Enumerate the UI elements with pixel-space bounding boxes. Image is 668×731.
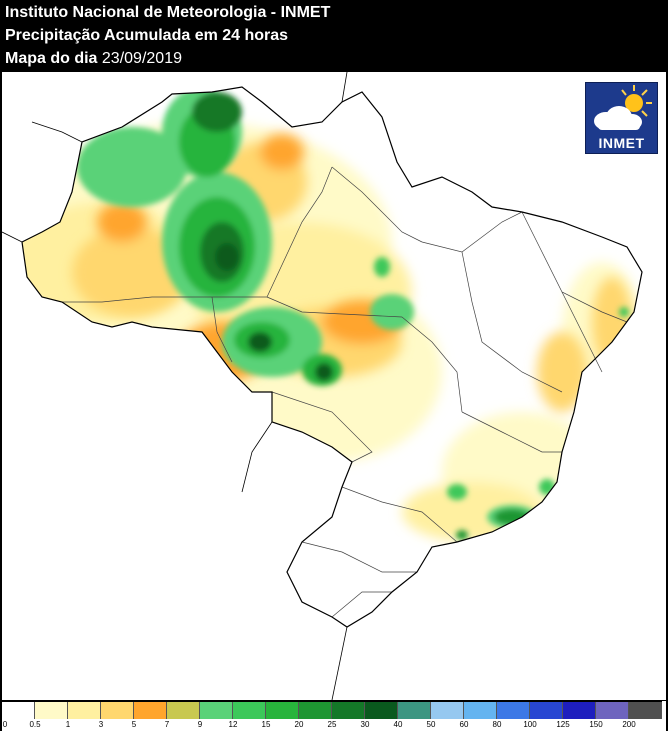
brazil-map-svg <box>1 71 643 701</box>
legend-swatch <box>431 702 464 719</box>
legend-tick-label: 100 <box>523 720 537 729</box>
legend-tick-label: 15 <box>261 720 271 729</box>
precipitation-map <box>1 71 666 701</box>
date-label: Mapa do dia <box>5 50 98 67</box>
legend-swatch <box>167 702 200 719</box>
state-borders <box>62 166 628 618</box>
legend-swatch <box>497 702 530 719</box>
legend-swatch <box>2 702 35 719</box>
legend-ticks: 0 0.5 1 3 5 7 9 12 15 20 25 30 40 50 60 80 100 125 150 200 <box>2 720 666 731</box>
legend-swatch <box>299 702 332 719</box>
legend-swatch <box>35 702 68 719</box>
legend-swatch <box>365 702 398 719</box>
legend-swatch <box>596 702 629 719</box>
legend-swatch <box>266 702 299 719</box>
legend-tick-label: 40 <box>393 720 403 729</box>
legend-tick-label: 1 <box>65 720 71 729</box>
legend-swatch <box>629 702 662 719</box>
legend-tick-label: 3 <box>98 720 104 729</box>
legend-swatch <box>68 702 101 719</box>
legend-tick-label: 20 <box>294 720 304 729</box>
date-value: 23/09/2019 <box>101 50 182 67</box>
legend-tick-label: 125 <box>556 720 570 729</box>
legend-color-bar <box>2 701 662 719</box>
legend-tick-label: 50 <box>426 720 436 729</box>
map-date-line: Mapa do dia 23/09/2019 <box>5 49 182 69</box>
legend-swatch <box>563 702 596 719</box>
product-title: Precipitação Acumulada em 24 horas <box>5 27 289 44</box>
legend-swatch <box>101 702 134 719</box>
brazil-outline <box>21 86 643 628</box>
legend-tick-label: 5 <box>131 720 137 729</box>
legend-tick-label: 60 <box>459 720 469 729</box>
legend-tick-label: 30 <box>360 720 370 729</box>
legend-tick-label: 9 <box>197 720 203 729</box>
legend-tick-label: 0 <box>2 720 8 729</box>
legend-swatch <box>233 702 266 719</box>
legend-swatch <box>464 702 497 719</box>
map-header: Instituto Nacional de Meteorologia - INM… <box>0 0 668 72</box>
legend-tick-label: 12 <box>228 720 238 729</box>
legend-tick-label: 7 <box>164 720 170 729</box>
legend-swatch <box>530 702 563 719</box>
precipitation-field <box>22 87 642 627</box>
inmet-logo: INMET <box>585 82 658 154</box>
legend-swatch <box>134 702 167 719</box>
legend-swatch <box>332 702 365 719</box>
legend-swatch <box>398 702 431 719</box>
institute-title: Instituto Nacional de Meteorologia - INM… <box>5 4 331 21</box>
logo-text: INMET <box>598 135 645 151</box>
legend-tick-label: 80 <box>492 720 502 729</box>
precipitation-legend: 0 0.5 1 3 5 7 9 12 15 20 25 30 40 50 60 80 100 125 150 200 <box>2 701 666 731</box>
legend-tick-label: 200 <box>622 720 636 729</box>
sun-cloud-icon <box>594 85 652 130</box>
legend-swatch <box>200 702 233 719</box>
legend-tick-label: 25 <box>327 720 337 729</box>
neighbour-borders <box>1 71 348 701</box>
legend-tick-label: 150 <box>589 720 603 729</box>
legend-tick-label: 0.5 <box>29 720 41 729</box>
